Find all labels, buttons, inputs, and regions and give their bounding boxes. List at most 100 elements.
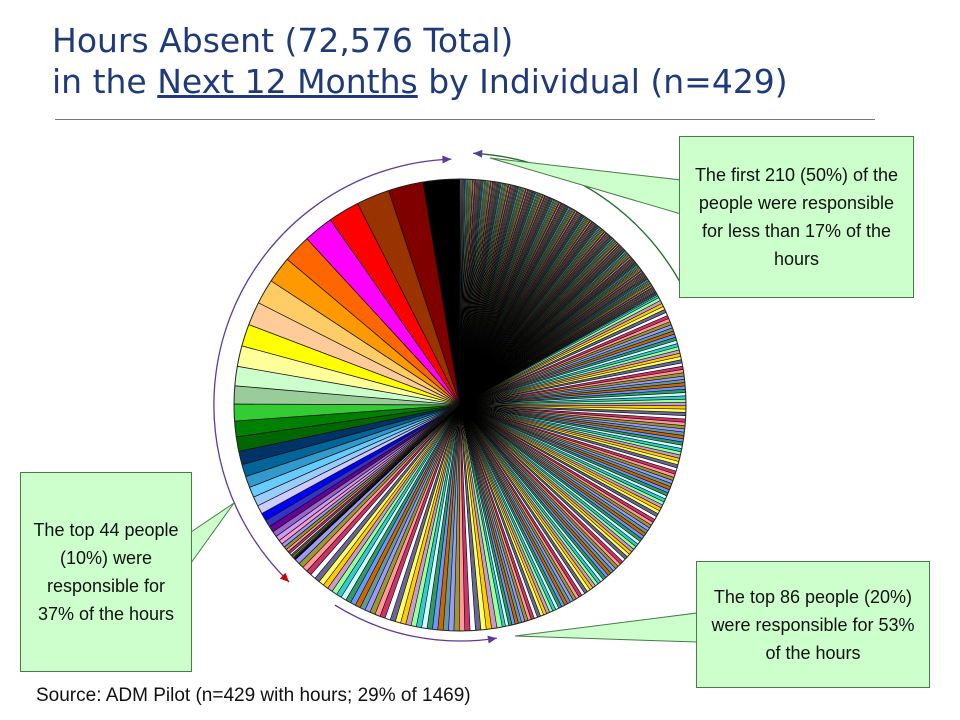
pie-slice-border — [459, 404, 626, 560]
pie-slice-border — [459, 404, 516, 625]
pie-slice-border — [459, 312, 667, 406]
chart-title: Hours Absent (72,576 Total) in the Next … — [52, 20, 788, 102]
pie-slice-border — [323, 404, 461, 586]
pie-slice-border — [459, 404, 617, 569]
pie-slice-border — [459, 404, 604, 580]
pie-slice-border — [459, 306, 664, 406]
pie-slice-border — [453, 404, 461, 631]
pie-slice-border — [459, 398, 686, 406]
pie-slice-border — [422, 182, 461, 406]
pie-slice-border — [459, 404, 588, 592]
pie-slice-border — [459, 404, 677, 472]
pie-slice-border — [248, 324, 461, 406]
pie-slice — [460, 405, 632, 555]
pie-slice-border — [459, 404, 577, 599]
pie-slice — [299, 405, 460, 568]
pie-slice-border — [459, 404, 554, 612]
pie-slice-border — [459, 404, 541, 617]
arrowhead-first-half-start — [473, 149, 483, 158]
pie-slice — [460, 405, 601, 584]
pie-slice-border — [459, 365, 683, 406]
pie-slice-border — [459, 336, 676, 406]
pie-slice-border — [283, 404, 461, 548]
pie-slice — [460, 405, 621, 567]
pie-slice-border — [459, 404, 594, 588]
pie-slice-border — [459, 404, 529, 621]
pie-slice — [306, 219, 460, 405]
pie-slice-border — [302, 404, 461, 568]
pie-slice-border — [459, 404, 574, 601]
pie-slice-border — [459, 404, 503, 628]
pie-slice-border — [459, 404, 492, 629]
pie-slice-border — [459, 404, 471, 631]
pie-slice-border — [236, 404, 461, 438]
pie-slice-border — [437, 404, 461, 630]
pie-slice-border — [241, 345, 461, 406]
pie-slice — [248, 302, 460, 405]
pie-slice-border — [331, 404, 461, 592]
pie-slice-border — [330, 219, 461, 406]
pie-slice-border — [459, 404, 599, 585]
pie-slice-border — [459, 303, 663, 406]
pie-slice-border — [336, 404, 461, 595]
title-line-2-underlined: Next 12 Months — [157, 62, 418, 101]
pie-slice — [460, 405, 628, 560]
pie-slice-border — [459, 404, 566, 606]
pie-slice — [460, 405, 611, 576]
pie-slice-border — [459, 404, 621, 565]
pie-slice-border — [459, 404, 637, 548]
pie-slice — [460, 405, 606, 580]
pie-slice-border — [281, 404, 461, 545]
pie-slice-border — [459, 404, 686, 426]
pie-slice-border — [350, 404, 461, 603]
pie-slice-border — [459, 392, 686, 406]
pie-slice-border — [265, 404, 461, 521]
pie-slice-border — [459, 404, 513, 625]
arc-top-10-percent — [213, 158, 452, 583]
pie-slice-border — [459, 402, 686, 406]
pie-slice — [460, 405, 626, 562]
pie-slice-border — [238, 404, 461, 452]
pie-slice-border — [459, 404, 670, 491]
pie-slice-border — [270, 280, 461, 406]
pie-slice-border — [459, 321, 671, 406]
pie-slice-border — [459, 388, 686, 406]
pie-slice-border — [364, 404, 461, 611]
pie-slice-border — [459, 404, 635, 550]
pie-slice-border — [410, 404, 461, 626]
pie-slice-border — [459, 404, 612, 574]
pie-slice-border — [459, 382, 685, 406]
pie-slice-border — [459, 404, 654, 523]
pie-slice-border — [459, 404, 624, 562]
pie-slice — [460, 405, 639, 547]
pie-slice-border — [459, 404, 568, 604]
pie-slice — [295, 405, 460, 564]
pie-slice-border — [459, 404, 538, 618]
pie-slice — [257, 405, 460, 514]
pie-slice-border — [459, 346, 679, 406]
pie-slice-border — [459, 404, 655, 520]
pie-slice-border — [459, 356, 681, 406]
pie-slice — [357, 190, 460, 405]
pie-slice-border — [272, 404, 461, 533]
pie-slice-border — [459, 404, 522, 623]
pie-slice-border — [459, 385, 686, 406]
pie-slice — [249, 405, 460, 498]
pie-slice-border — [459, 404, 609, 576]
pie-slice — [350, 405, 460, 606]
pie-slice — [341, 405, 460, 601]
pie-slice-border — [459, 404, 628, 558]
pie-slice-border — [345, 404, 461, 601]
pie-slice-border — [459, 404, 482, 631]
pie-slice-border — [459, 404, 519, 624]
pie-slice-border — [261, 404, 461, 514]
pie-slice-border — [295, 404, 461, 560]
pie-slice-border — [459, 404, 596, 587]
pie-slice-border — [459, 359, 682, 406]
pie-slice-border — [459, 372, 684, 406]
pie-slice-border — [459, 404, 659, 515]
pie-slice-border — [459, 404, 476, 631]
pie-slice-border — [459, 404, 652, 526]
pie-slice-border — [258, 302, 461, 406]
